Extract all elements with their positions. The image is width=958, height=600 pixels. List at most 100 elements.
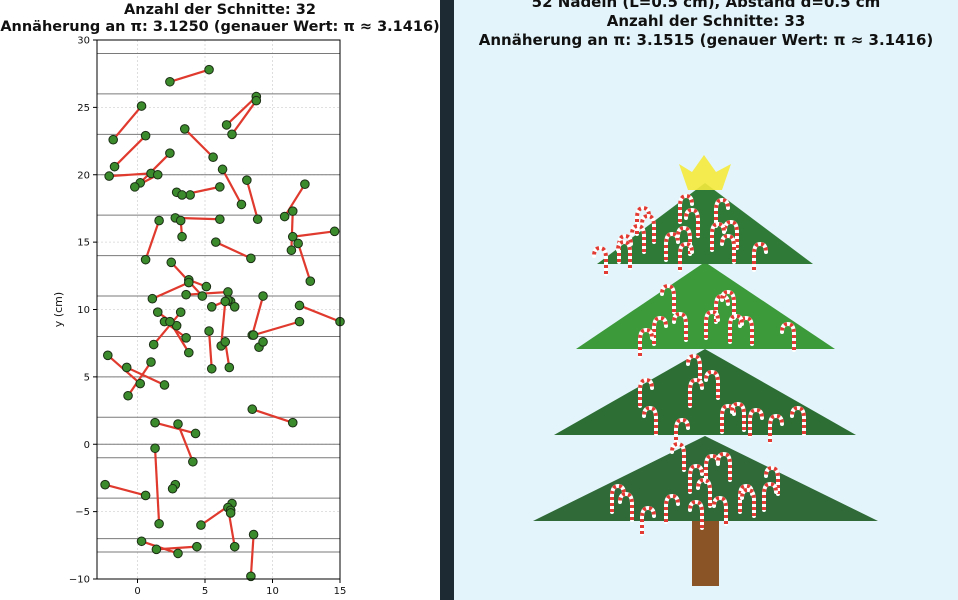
candy-cane (780, 321, 796, 352)
needle-endpoint (151, 544, 162, 555)
needle-endpoint (206, 302, 217, 312)
needle (104, 483, 146, 497)
needle (297, 243, 312, 282)
candy-cane (704, 309, 720, 340)
candy-cane (635, 205, 651, 236)
candy-cane-stripes (740, 487, 756, 516)
tree-tier-3 (554, 349, 856, 435)
y-tick-label: 25 (77, 103, 90, 114)
candy-cane (630, 223, 646, 254)
x-tick-label: 0 (134, 586, 140, 597)
candy-cane-stripes (714, 293, 730, 322)
needle (299, 304, 341, 323)
needle-endpoint (154, 215, 164, 226)
candy-cane-stripes (684, 207, 700, 236)
needle (144, 220, 161, 261)
y-tick-label: 5 (84, 372, 90, 383)
candy-cane-stripes (696, 477, 712, 506)
x-tick-label: 15 (334, 586, 347, 597)
candy-cane-stripes (720, 233, 736, 262)
needle-endpoint (300, 179, 310, 189)
needle (290, 211, 294, 251)
needle-endpoint (165, 316, 175, 327)
candy-cane-stripes (640, 505, 656, 534)
left-chart-title-line-1: Anzahl der Schnitte: 32 (124, 2, 316, 18)
needle-endpoint (247, 404, 258, 415)
needle (139, 152, 171, 184)
candy-cane-stripes (664, 493, 680, 522)
needle-endpoint (227, 129, 237, 140)
needle (154, 421, 196, 435)
y-tick-label: 30 (77, 36, 90, 47)
candy-cane (762, 481, 778, 512)
needle-endpoint (188, 456, 198, 467)
candy-cane-stripes (630, 223, 646, 252)
y-tick-label: 10 (77, 305, 90, 316)
right-chart-title-line-1: 52 Nadeln (L=0.5 cm), Abstand d=0.5 cm (531, 0, 881, 11)
tree-trunk (692, 520, 719, 586)
candy-cane (670, 441, 686, 472)
candy-cane (720, 233, 736, 264)
candy-cane-stripes (710, 221, 726, 250)
candy-cane-stripes (716, 451, 732, 480)
needle-endpoint (217, 164, 228, 175)
needle-endpoint (201, 281, 212, 292)
needle-endpoint (173, 548, 183, 559)
needle-endpoint (159, 380, 170, 390)
needle (207, 330, 213, 369)
right-chart-title-line-2: Anzahl der Schnitte: 33 (606, 12, 806, 30)
needle-endpoint (175, 307, 186, 317)
candy-cane (616, 239, 632, 270)
needle-endpoint (152, 169, 163, 180)
needle-endpoint (215, 214, 225, 225)
needle-endpoint (146, 357, 156, 367)
needle-endpoint (148, 339, 159, 350)
needle-endpoint (225, 508, 236, 518)
candy-cane-stripes (660, 283, 676, 312)
left-chart-panel: Anzahl der Schnitte: 32 Annäherung an π:… (0, 0, 440, 600)
needle-endpoint (190, 428, 201, 439)
candy-cane-stripes (642, 405, 658, 434)
needle-endpoint (152, 307, 163, 317)
candy-cane-stripes (638, 377, 654, 406)
needle-endpoint (103, 350, 113, 361)
candy-cane (638, 377, 654, 408)
needle-endpoint (294, 300, 305, 311)
candy-cane (688, 499, 704, 530)
candy-cane-stripes (676, 225, 692, 254)
candy-cane-stripes (652, 315, 668, 344)
needle-endpoint (293, 238, 303, 249)
needle-endpoint (221, 120, 232, 130)
candy-cane (686, 353, 702, 384)
needle-endpoint (150, 417, 160, 428)
candy-cane-stripes (638, 327, 654, 356)
candy-cane (704, 369, 720, 400)
candy-cane-stripes (616, 239, 632, 268)
candy-cane (790, 405, 806, 436)
y-tick-label: 0 (84, 440, 90, 451)
needle-endpoint (329, 226, 340, 237)
needle-endpoint (130, 182, 140, 192)
needle-endpoint (104, 171, 114, 181)
needle-endpoint (165, 76, 175, 87)
candy-cane-stripes (688, 463, 704, 492)
needle-endpoint (108, 134, 118, 145)
candy-cane (688, 377, 704, 408)
needle-endpoint (229, 541, 240, 552)
candy-cane-stripes (752, 241, 768, 270)
candy-cane (716, 451, 732, 482)
needle (152, 311, 182, 346)
needle-endpoint (192, 541, 202, 552)
christmas-tree-needle-plot (533, 155, 878, 586)
candy-cane (752, 241, 768, 272)
needle (215, 241, 252, 260)
candy-cane (748, 407, 764, 438)
candy-cane (642, 405, 658, 436)
needle (186, 290, 229, 296)
x-tick-label: 5 (202, 586, 208, 597)
needle (251, 295, 265, 336)
needle-endpoint (150, 443, 160, 454)
candy-cane (678, 241, 694, 272)
candy-cane (610, 483, 626, 514)
needle-endpoint (248, 529, 259, 540)
